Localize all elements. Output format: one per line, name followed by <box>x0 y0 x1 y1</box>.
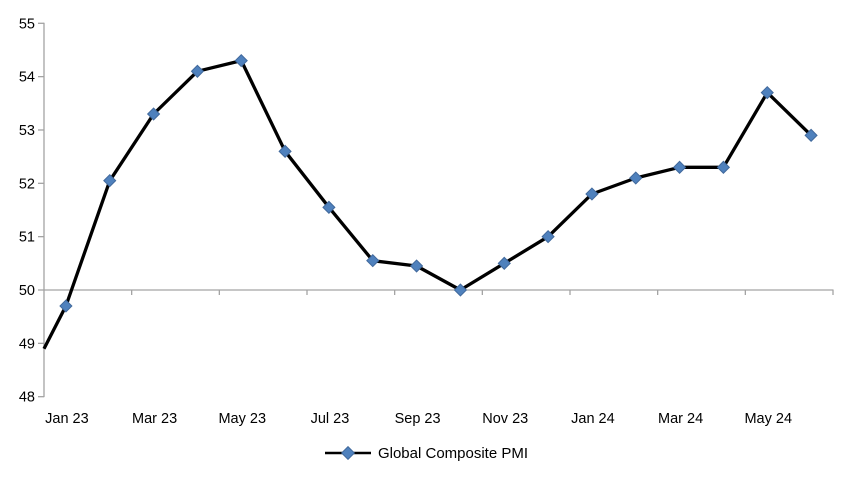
y-axis-tick-label: 52 <box>19 176 35 192</box>
x-axis-tick-label: Jan 24 <box>571 411 615 427</box>
y-axis-tick-label: 53 <box>19 123 35 139</box>
data-point-marker <box>409 259 424 273</box>
x-axis-tick-label: Jul 23 <box>311 411 350 427</box>
y-axis-tick-label: 48 <box>19 390 35 406</box>
chart-canvas: 48 49 50 51 52 53 54 55 Jan 23 Mar 23 May 23 Jul 23… <box>19 16 834 427</box>
data-point-marker <box>103 174 117 188</box>
data-point-marker <box>322 200 336 214</box>
data-point-marker <box>146 107 161 121</box>
y-axis-tick-label: 51 <box>19 230 35 246</box>
x-axis-tick-label: Mar 24 <box>658 411 703 427</box>
y-axis-tick-label: 50 <box>19 283 35 299</box>
data-point-marker <box>760 85 774 100</box>
x-axis-tick-label: May 23 <box>218 411 266 427</box>
data-point-marker <box>629 171 643 185</box>
data-point-marker <box>234 53 248 68</box>
x-axis-tick-label: Sep 23 <box>395 411 441 427</box>
y-axis-tick-label: 49 <box>19 336 35 352</box>
data-point-marker <box>366 254 380 268</box>
x-axis-tick-label: Nov 23 <box>482 411 528 427</box>
data-point-marker <box>541 230 555 244</box>
x-axis-tick-label: Jan 23 <box>45 411 89 427</box>
data-point-marker <box>804 128 818 142</box>
data-point-marker <box>716 160 731 174</box>
x-axis-tick-label: Mar 23 <box>132 411 177 427</box>
data-point-marker <box>497 256 511 270</box>
data-point-marker <box>278 144 292 158</box>
legend: Global Composite PMI <box>0 441 852 465</box>
data-point-marker <box>453 283 468 297</box>
legend-line-marker-icon <box>324 446 371 460</box>
data-point-marker <box>59 299 73 313</box>
data-point-marker <box>585 187 599 201</box>
y-axis-tick-label: 55 <box>19 16 35 32</box>
pmi-series-line <box>42 58 813 350</box>
data-point-marker <box>672 160 687 174</box>
legend-label: Global Composite PMI <box>377 444 529 462</box>
data-point-marker <box>190 64 205 78</box>
y-axis-tick-label: 54 <box>19 70 35 86</box>
x-axis-tick-label: May 24 <box>744 411 792 427</box>
